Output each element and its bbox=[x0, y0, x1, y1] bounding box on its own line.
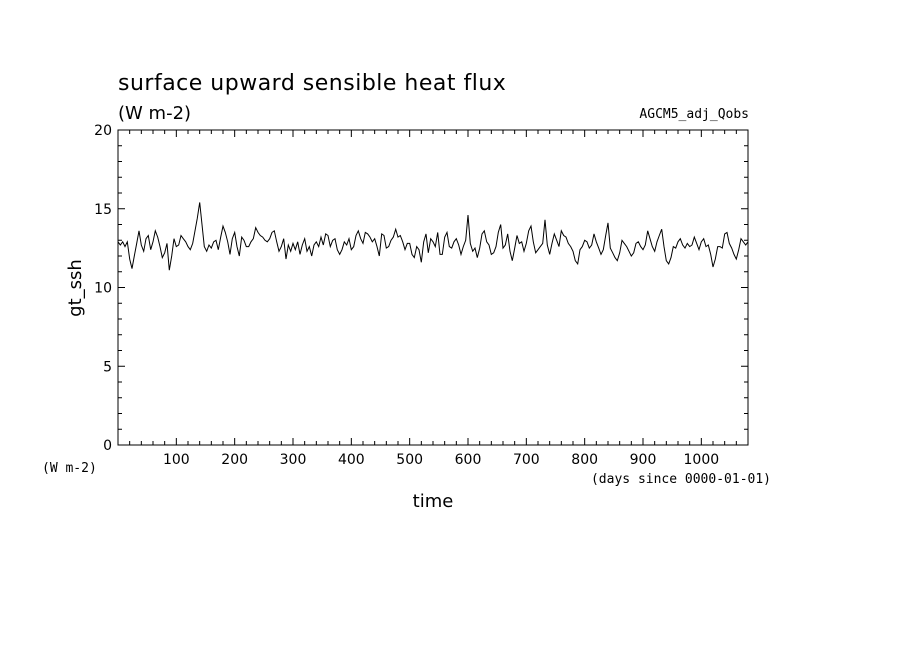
plot-frame bbox=[117, 129, 749, 446]
dataset-label: AGCM5_adj_Qobs bbox=[639, 107, 749, 122]
chart-title: surface upward sensible heat flux bbox=[118, 71, 506, 96]
x-tick-labels: 100 200 300 400 500 600 700 800 900 1000 bbox=[163, 452, 719, 468]
y-tick-label: 15 bbox=[94, 202, 112, 218]
y-tick-label: 10 bbox=[94, 281, 112, 297]
x-tick-label: 400 bbox=[338, 452, 365, 468]
x-tick-label: 600 bbox=[455, 452, 482, 468]
y-tick-label: 5 bbox=[103, 359, 112, 375]
x-tick-label: 200 bbox=[221, 452, 248, 468]
x-tick-label: 100 bbox=[163, 452, 190, 468]
y-tick-label: 0 bbox=[103, 438, 112, 454]
axis-ticks bbox=[118, 130, 748, 445]
x-axis-label: time bbox=[413, 491, 454, 512]
x-tick-label: 1000 bbox=[684, 452, 720, 468]
x-tick-label: 900 bbox=[630, 452, 657, 468]
y-tick-label: 20 bbox=[94, 123, 112, 139]
y-tick-labels: 0 5 10 15 20 bbox=[94, 123, 112, 454]
x-tick-label: 500 bbox=[396, 452, 423, 468]
x-tick-label: 800 bbox=[571, 452, 598, 468]
y-unit-label: (W m-2) bbox=[42, 461, 97, 476]
y-axis-label: gt_ssh bbox=[65, 259, 86, 317]
x-unit-label: (days since 0000-01-01) bbox=[591, 472, 771, 487]
x-tick-label: 300 bbox=[280, 452, 307, 468]
chart-subtitle: (W m-2) bbox=[118, 103, 191, 124]
series-line bbox=[117, 202, 749, 271]
x-tick-label: 700 bbox=[513, 452, 540, 468]
